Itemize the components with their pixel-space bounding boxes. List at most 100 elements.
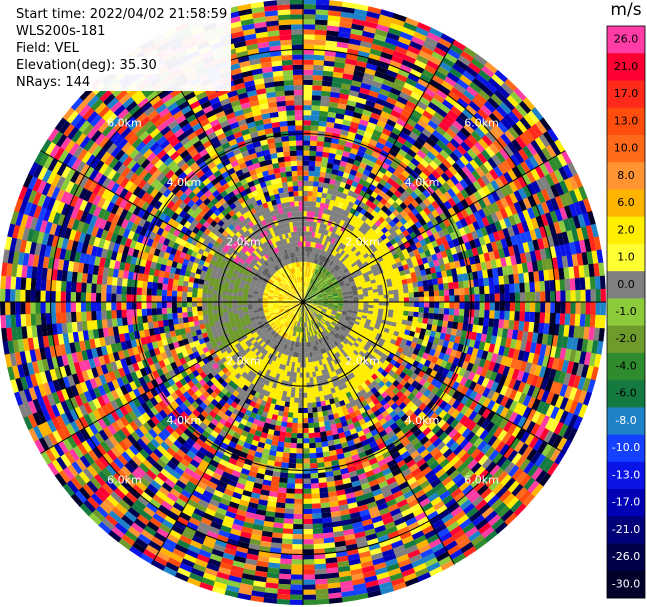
velocity-gate: [504, 387, 513, 399]
velocity-gate: [418, 307, 425, 313]
velocity-gate: [337, 202, 344, 209]
velocity-gate: [305, 231, 310, 237]
velocity-gate: [328, 183, 335, 190]
velocity-gate: [505, 435, 516, 448]
velocity-gate: [306, 272, 309, 278]
velocity-gate: [574, 350, 582, 364]
velocity-gate: [444, 113, 456, 125]
velocity-gate: [499, 102, 512, 115]
velocity-gate: [327, 319, 332, 324]
velocity-gate: [456, 144, 468, 156]
velocity-gate: [364, 217, 372, 225]
velocity-gate: [407, 45, 421, 56]
velocity-gate: [364, 334, 371, 340]
velocity-gate: [530, 291, 536, 303]
velocity-gate: [483, 160, 494, 173]
velocity-gate: [394, 271, 401, 278]
velocity-gate: [360, 356, 367, 363]
velocity-gate: [325, 271, 331, 276]
velocity-gate: [363, 304, 369, 308]
velocity-gate: [525, 373, 535, 386]
velocity-gate: [360, 173, 369, 182]
velocity-gate: [566, 254, 574, 268]
velocity-gate: [324, 246, 329, 252]
velocity-gate: [313, 263, 317, 269]
velocity-gate: [430, 403, 440, 413]
velocity-gate: [344, 261, 350, 267]
velocity-gate: [403, 297, 409, 303]
velocity-gate: [397, 332, 405, 339]
velocity-gate: [287, 473, 296, 479]
velocity-gate: [497, 229, 506, 241]
velocity-gate: [408, 287, 414, 293]
velocity-gate: [504, 194, 514, 207]
velocity-gate: [489, 128, 501, 141]
velocity-gate: [292, 518, 303, 525]
velocity-gate: [446, 269, 453, 277]
velocity-gate: [320, 100, 330, 107]
velocity-gate: [350, 121, 360, 129]
velocity-gate: [307, 186, 314, 192]
velocity-gate: [599, 275, 606, 290]
velocity-gate: [389, 60, 403, 69]
velocity-gate: [559, 410, 569, 425]
velocity-gate: [433, 290, 440, 297]
velocity-gate: [587, 210, 596, 226]
velocity-gate: [487, 157, 498, 170]
velocity-gate: [415, 270, 422, 278]
velocity-gate: [444, 302, 450, 309]
velocity-gate: [426, 273, 433, 281]
velocity-gate: [413, 286, 419, 293]
velocity-gate: [332, 328, 338, 333]
velocity-gate: [308, 289, 313, 294]
velocity-gate: [451, 399, 461, 410]
velocity-gate: [427, 421, 437, 431]
velocity-gate: [463, 225, 472, 235]
velocity-gate: [310, 478, 319, 484]
velocity-gate: [280, 543, 293, 550]
velocity-gate: [454, 295, 460, 303]
velocity-gate: [298, 397, 303, 403]
velocity-gate: [472, 220, 481, 231]
velocity-gate: [313, 287, 318, 292]
velocity-gate: [514, 283, 520, 294]
velocity-gate: [349, 338, 356, 345]
velocity-gate: [355, 259, 361, 265]
velocity-gate: [325, 278, 331, 283]
velocity-gate: [564, 398, 574, 413]
velocity-gate: [326, 279, 332, 284]
velocity-gate: [323, 240, 329, 247]
velocity-gate: [305, 246, 308, 252]
velocity-gate: [526, 480, 540, 495]
velocity-gate: [524, 282, 531, 293]
velocity-gate: [323, 283, 328, 288]
velocity-gate: [464, 196, 474, 207]
velocity-gate: [444, 233, 453, 243]
velocity-gate: [316, 406, 323, 413]
velocity-gate: [350, 352, 357, 358]
velocity-gate: [368, 138, 379, 147]
velocity-gate: [594, 276, 601, 290]
velocity-gate: [491, 482, 505, 496]
velocity-gate: [583, 264, 590, 279]
velocity-gate: [284, 437, 292, 443]
velocity-gate: [295, 468, 303, 474]
velocity-gate: [321, 192, 328, 199]
velocity-gate: [310, 387, 315, 393]
velocity-gate: [359, 87, 371, 96]
velocity-gate: [305, 352, 308, 358]
velocity-gate: [470, 448, 481, 460]
velocity-gate: [359, 276, 365, 282]
velocity-gate: [403, 252, 411, 260]
velocity-gate: [338, 98, 349, 105]
velocity-gate: [399, 394, 408, 403]
velocity-gate: [354, 133, 364, 141]
velocity-gate: [305, 372, 310, 378]
velocity-gate: [387, 286, 394, 291]
velocity-gate: [276, 497, 286, 504]
velocity-gate: [309, 278, 313, 284]
velocity-gate: [338, 281, 345, 285]
velocity-gate: [438, 283, 444, 291]
velocity-gate: [445, 438, 456, 449]
velocity-gate: [534, 281, 541, 293]
